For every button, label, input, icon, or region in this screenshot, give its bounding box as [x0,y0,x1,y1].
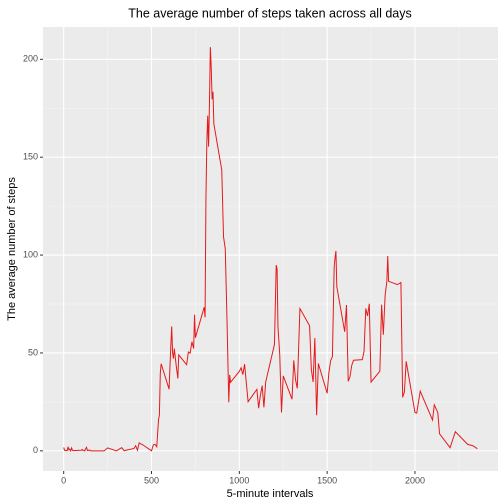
y-tick-label: 100 [23,249,38,259]
x-tick-label: 2000 [405,475,425,485]
y-tick-label: 150 [23,152,38,162]
x-tick-label: 1000 [229,475,249,485]
y-tick-label: 50 [28,347,38,357]
data-line [63,47,478,453]
y-tick-label: 200 [23,54,38,64]
x-tick-label: 500 [144,475,159,485]
panel [43,27,498,471]
chart-title: The average number of steps taken across… [128,6,411,20]
x-tick-label: 1500 [317,475,337,485]
y-tick-label: 0 [33,445,38,455]
x-axis-label: 5-minute intervals [227,488,314,500]
y-axis-label: The average number of steps [6,177,18,321]
x-tick-label: 0 [61,475,66,485]
